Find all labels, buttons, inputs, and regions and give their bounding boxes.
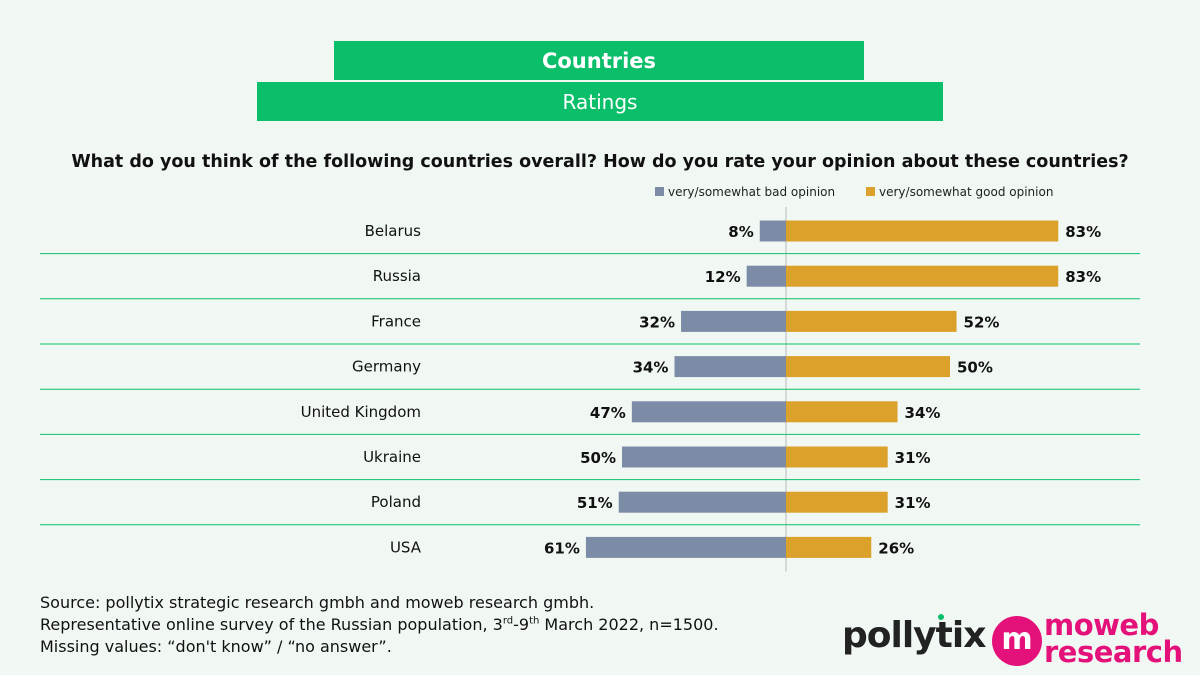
title-banner: Countries [334, 41, 864, 80]
missing-values-line: Missing values: “don't know” / “no answe… [40, 637, 392, 656]
bar-good-opinion [786, 401, 898, 423]
category-label: United Kingdom [301, 403, 421, 421]
category-label: Poland [371, 493, 421, 511]
value-label-good: 50% [957, 359, 993, 377]
bar-good-opinion [786, 220, 1059, 242]
category-label: USA [390, 538, 422, 556]
bar-good-opinion [786, 310, 957, 332]
value-label-bad: 47% [590, 404, 626, 422]
category-label: Belarus [365, 222, 422, 240]
legend-item-good: very/somewhat good opinion [866, 185, 1053, 199]
legend: very/somewhat bad opinion very/somewhat … [0, 185, 1200, 201]
legend-item-bad: very/somewhat bad opinion [655, 185, 835, 199]
category-label: Ukraine [363, 448, 421, 466]
bar-good-opinion [786, 491, 888, 513]
source-line: Source: pollytix strategic research gmbh… [40, 593, 595, 612]
value-label-good: 31% [895, 449, 931, 467]
value-label-bad: 51% [577, 494, 613, 512]
footer-notes: Source: pollytix strategic research gmbh… [40, 592, 719, 658]
subtitle-banner: Ratings [257, 82, 943, 121]
value-label-bad: 34% [633, 359, 669, 377]
value-label-good: 83% [1065, 223, 1101, 241]
bar-bad-opinion [631, 401, 786, 423]
bar-bad-opinion [681, 310, 786, 332]
moweb-research-logo: m moweb research [992, 608, 1192, 670]
bar-good-opinion [786, 536, 872, 558]
pollytix-logo-dot [938, 614, 944, 620]
bar-good-opinion [786, 446, 888, 468]
survey-line: Representative online survey of the Russ… [40, 615, 719, 634]
value-label-bad: 8% [728, 223, 753, 241]
legend-swatch-good [866, 187, 875, 196]
value-label-bad: 32% [639, 313, 675, 331]
value-label-good: 52% [964, 313, 1000, 331]
value-label-bad: 61% [544, 539, 580, 557]
legend-label-good: very/somewhat good opinion [879, 185, 1054, 199]
value-label-good: 26% [878, 539, 914, 557]
legend-swatch-bad [655, 187, 664, 196]
bar-bad-opinion [585, 536, 786, 558]
diverging-bar-chart: Belarus 8% 83% Russia 12% 83% France 32% 52% Germ… [40, 207, 1140, 572]
value-label-good: 34% [905, 404, 941, 422]
moweb-mark-icon: m [992, 616, 1042, 666]
bar-bad-opinion [759, 220, 786, 242]
category-label: France [371, 312, 421, 330]
value-label-bad: 12% [705, 268, 741, 286]
category-label: Germany [352, 358, 421, 376]
value-label-bad: 50% [580, 449, 616, 467]
category-label: Russia [373, 267, 421, 285]
bar-bad-opinion [618, 491, 786, 513]
question-text: What do you think of the following count… [71, 152, 1129, 172]
value-label-good: 31% [895, 494, 931, 512]
moweb-wordmark: moweb research [1044, 608, 1183, 669]
bar-bad-opinion [746, 265, 786, 287]
bar-bad-opinion [622, 446, 786, 468]
bar-good-opinion [786, 356, 950, 378]
bar-good-opinion [786, 265, 1059, 287]
value-label-good: 83% [1065, 268, 1101, 286]
bar-bad-opinion [674, 356, 786, 378]
legend-label-bad: very/somewhat bad opinion [668, 185, 836, 199]
pollytix-logo: pollytix [842, 615, 986, 656]
